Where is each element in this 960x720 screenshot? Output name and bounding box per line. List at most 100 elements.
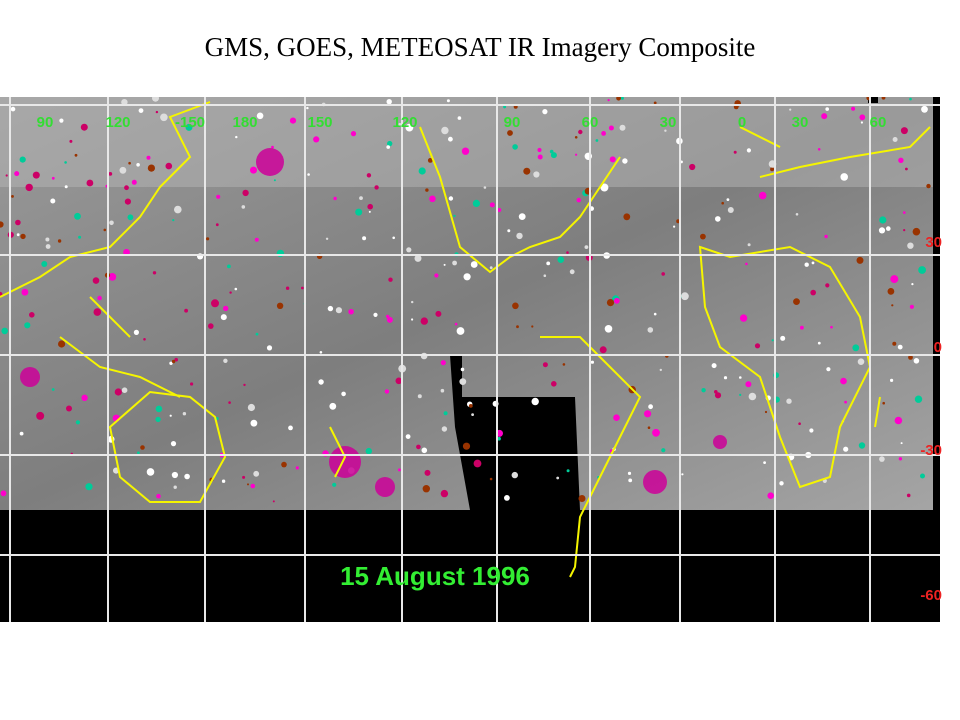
cloud-speck	[661, 272, 665, 276]
cloud-speck	[59, 118, 64, 123]
cloud-speck	[613, 414, 620, 422]
cloud-speck	[254, 237, 259, 242]
cloud-speck	[830, 325, 833, 329]
cloud-speck	[440, 388, 445, 393]
cloud-speck	[489, 202, 495, 208]
cloud-speck	[460, 367, 465, 372]
cloud-speck	[531, 397, 539, 406]
cloud-speck	[45, 237, 50, 242]
cloud-speck	[843, 446, 849, 452]
latitude-label: -60	[920, 587, 942, 604]
cloud-speck	[64, 185, 68, 189]
cloud-speck	[223, 305, 229, 312]
cloud-speck	[840, 173, 848, 181]
cloud-speck	[1, 327, 9, 335]
cloud-speck	[516, 325, 519, 329]
cloud-speck	[405, 434, 411, 439]
cloud-speck	[327, 305, 334, 312]
cloud-speck	[739, 314, 748, 322]
cloud-speck	[75, 420, 80, 425]
cloud-speck	[329, 402, 337, 410]
cloud-speck	[754, 343, 761, 349]
cloud-speck	[398, 122, 402, 126]
cloud-speck	[58, 340, 66, 348]
grid	[0, 97, 940, 622]
satellite-image: 90 120 -150 180 150 120 90 60 30 0 30 60 30 0 -30 -60 15…	[0, 97, 942, 622]
cloud-speck	[373, 312, 378, 317]
cloud-speck	[10, 106, 16, 112]
cloud-speck	[443, 263, 446, 266]
cloud-speck	[395, 377, 403, 385]
longitude-label: 120	[392, 114, 417, 131]
cloud-speck	[454, 322, 458, 326]
cloud-speck	[489, 266, 493, 270]
cloud-speck	[235, 135, 238, 139]
cloud-speck	[590, 360, 595, 364]
cloud-speck	[366, 173, 372, 178]
cloud-speck	[903, 229, 906, 232]
cloud-speck	[80, 123, 88, 131]
longitude-label: 180	[232, 114, 257, 131]
cloud-speck	[156, 493, 161, 499]
cloud-speck	[891, 304, 894, 307]
cloud-speck	[852, 344, 860, 352]
cloud-speck	[435, 310, 442, 317]
cloud-speck	[507, 229, 511, 233]
cloud-speck	[386, 99, 392, 105]
cloud-speck	[622, 158, 628, 164]
cloud-speck	[441, 426, 448, 432]
cloud-speck	[272, 500, 275, 503]
cloud-speck	[114, 388, 122, 396]
cloud-speck	[228, 401, 231, 404]
cloud-speck	[512, 302, 519, 310]
cloud-speck	[133, 329, 139, 335]
cloud-speck	[64, 161, 67, 164]
cloud-speck	[721, 201, 724, 205]
cloud-speck	[255, 332, 259, 336]
cloud-speck	[652, 428, 660, 437]
cloud-speck	[266, 345, 273, 351]
cloud-speck	[307, 173, 310, 176]
cloud-speck	[715, 216, 721, 222]
cloud-speck	[155, 405, 163, 413]
slide-title: GMS, GOES, METEOSAT IR Imagery Composite	[204, 32, 756, 62]
cloud-speck	[86, 179, 94, 187]
cloud-speck	[41, 261, 48, 267]
cloud-speck	[453, 214, 456, 218]
longitude-label: 30	[660, 114, 677, 131]
cloud-speck	[81, 394, 88, 401]
longitude-label: 60	[582, 114, 599, 131]
cloud-speck	[172, 219, 175, 222]
cloud-speck	[206, 237, 210, 241]
cloud-speck	[739, 376, 742, 379]
cloud-speck	[174, 205, 182, 214]
cloud-speck	[647, 426, 651, 430]
cloud-speck	[14, 171, 20, 177]
cloud-speck	[542, 109, 548, 115]
cloud-speck	[733, 150, 737, 154]
cloud-speck	[905, 167, 908, 171]
cloud-speck	[817, 341, 821, 345]
cloud-speck	[543, 274, 547, 277]
cloud-speck	[878, 227, 886, 234]
cloud-speck	[780, 335, 786, 341]
cloud-speck	[860, 121, 864, 124]
cloud-speck	[887, 288, 895, 295]
cloud-speck	[146, 155, 151, 160]
cloud-speck	[745, 381, 752, 388]
cloud-speck	[471, 413, 474, 416]
no-data-strip	[933, 97, 940, 512]
cloud-speck	[483, 186, 487, 189]
cloud-speck	[616, 97, 621, 101]
cloud-speck	[798, 422, 801, 426]
cloud-speck	[446, 99, 450, 103]
cloud-speck	[24, 322, 31, 329]
cloud-speck	[190, 382, 194, 386]
cloud-speck	[174, 357, 178, 362]
cloud-speck	[350, 131, 357, 137]
cloud-speck	[894, 416, 903, 425]
cloud-speck	[411, 300, 414, 304]
longitude-label: 150	[307, 114, 332, 131]
cloud-speck	[146, 468, 155, 476]
cloud-speck	[546, 261, 551, 266]
